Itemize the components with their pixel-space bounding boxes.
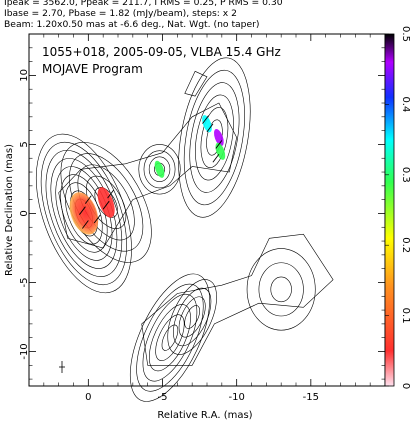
south-knot-contour — [184, 305, 200, 329]
core-contour — [65, 182, 103, 245]
upper-knot-contour — [200, 107, 229, 168]
upper-knot-contour — [178, 57, 251, 218]
colorbar-tick-label: 0.5 — [400, 26, 410, 42]
polarization-patch — [215, 142, 226, 160]
x-tick-label: -15 — [303, 392, 319, 403]
polarization-vector — [93, 214, 101, 224]
polarization-patch — [154, 160, 165, 178]
south-knot-contour — [129, 273, 210, 402]
core-contour — [45, 149, 123, 277]
polarization-vector — [102, 200, 110, 210]
beam-symbol — [59, 361, 65, 373]
south-knot-contour — [155, 314, 185, 361]
program-label: MOJAVE Program — [42, 62, 143, 76]
colorbar-tick-label: 0 — [400, 383, 410, 389]
knot-contour — [138, 144, 181, 195]
north-spur-contour — [184, 70, 208, 97]
west-contour — [246, 248, 316, 331]
x-axis-label: Relative R.A. (mas) — [157, 410, 252, 421]
south-knot-contour — [148, 304, 191, 372]
polarization-vector — [79, 206, 86, 215]
colorbar-tick-label: 0.2 — [400, 237, 410, 253]
polarization-vector — [107, 189, 114, 199]
y-tick-label: 0 — [19, 210, 30, 216]
south-knot-contour — [173, 287, 212, 347]
polarization-vector — [212, 153, 220, 163]
colorbar-ticks: 0 0.1 0.2 0.3 0.4 0.5 — [385, 26, 410, 389]
colorbar-tick-label: 0.3 — [400, 167, 410, 183]
x-tick-label: 0 — [85, 392, 91, 403]
map-title: 1055+018, 2005-09-05, VLBA 15.4 GHz — [42, 45, 281, 59]
polarization-layer — [69, 115, 226, 235]
header-line-3: Beam: 1.20x0.50 mas at -6.6 deg., Nat. W… — [4, 19, 260, 30]
contours-layer — [35, 57, 334, 402]
x-tick-label: -5 — [158, 392, 168, 403]
y-tick-label: 10 — [19, 69, 30, 82]
upper-knot-contour — [189, 82, 240, 193]
upper-knot-contour — [195, 94, 234, 181]
jet-contour — [94, 187, 118, 218]
south-knot-contour — [178, 296, 206, 338]
core-contour — [40, 141, 127, 286]
colorbar — [384, 33, 395, 387]
knot-contour — [148, 156, 171, 183]
polarization-vector — [84, 195, 92, 204]
west-contour — [258, 262, 304, 317]
polarization-patch — [97, 187, 115, 218]
outer-envelope-contour — [58, 102, 238, 249]
x-tick-label: -10 — [228, 392, 244, 403]
y-axis-label: Relative Declination (mas) — [4, 144, 15, 276]
header-line-1: Ipeak = 3562.0, Ppeak = 211.7, I RMS = 0… — [4, 0, 283, 8]
polarization-vector — [206, 123, 214, 133]
colorbar-tick-label: 0.1 — [400, 308, 410, 324]
south-knot-contour — [136, 283, 204, 392]
south-envelope-contour — [141, 233, 334, 366]
polarization-vector — [82, 220, 89, 229]
polarization-vector — [215, 140, 223, 149]
y-tick-label: -5 — [19, 277, 30, 287]
polarization-vector — [202, 115, 209, 124]
y-tick-label: 5 — [19, 141, 30, 147]
header-line-2: Ibase = 2.70, Pbase = 1.82 (mJy/beam), s… — [4, 8, 237, 19]
south-knot-contour — [167, 279, 217, 355]
west-contour — [270, 276, 292, 303]
colorbar-tick-label: 0.4 — [400, 96, 410, 112]
polarization-patch — [69, 192, 99, 235]
knot-contour — [143, 150, 176, 189]
y-tick-label: -10 — [19, 343, 30, 359]
south-knot-contour — [142, 294, 198, 382]
south-knot-contour — [161, 324, 179, 351]
upper-knot-contour — [183, 69, 245, 206]
